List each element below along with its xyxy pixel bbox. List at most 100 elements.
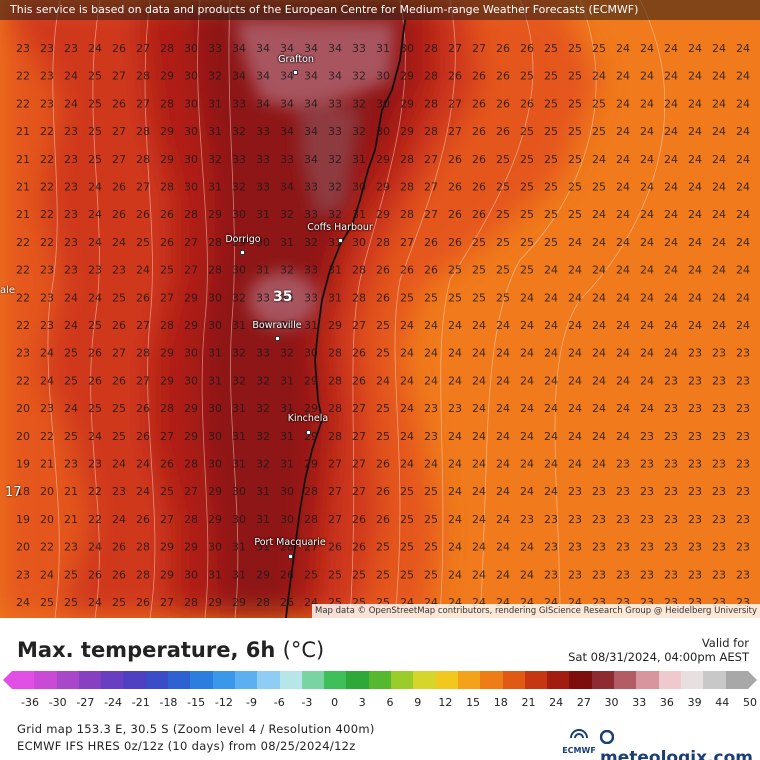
- highlight-value: 35: [273, 289, 293, 305]
- grid-value: 24: [520, 485, 534, 498]
- grid-value: 25: [544, 153, 558, 166]
- grid-value: 31: [256, 541, 270, 554]
- brand-link[interactable]: meteologix.com: [599, 728, 760, 760]
- grid-value: 34: [280, 291, 294, 304]
- color-scale-segment: [658, 671, 681, 689]
- grid-value: 23: [736, 568, 750, 581]
- grid-value: 21: [64, 513, 78, 526]
- grid-value: 24: [544, 347, 558, 360]
- grid-value: 25: [328, 568, 342, 581]
- grid-value: 24: [616, 125, 630, 138]
- grid-value: 31: [352, 153, 366, 166]
- grid-value: 33: [208, 42, 222, 55]
- grid-value: 32: [256, 319, 270, 332]
- grid-value: 29: [232, 596, 246, 609]
- grid-value: 32: [232, 347, 246, 360]
- scale-tick-label: 15: [466, 696, 481, 709]
- grid-value: 23: [736, 513, 750, 526]
- grid-value: 32: [352, 70, 366, 83]
- grid-value: 25: [88, 125, 102, 138]
- grid-value: 25: [424, 485, 438, 498]
- grid-value: 27: [352, 430, 366, 443]
- grid-value: 23: [664, 513, 678, 526]
- grid-value: 20: [40, 485, 54, 498]
- grid-value: 24: [664, 347, 678, 360]
- grid-value: 24: [496, 513, 510, 526]
- grid-value: 24: [448, 513, 462, 526]
- grid-value: 24: [688, 42, 702, 55]
- grid-value: 23: [64, 125, 78, 138]
- grid-value: 34: [256, 42, 270, 55]
- grid-value: 24: [616, 374, 630, 387]
- grid-value: 27: [424, 153, 438, 166]
- scale-tick-label: 18: [493, 696, 508, 709]
- grid-value: 23: [736, 485, 750, 498]
- grid-value: 24: [568, 319, 582, 332]
- color-scale-segment: [190, 671, 213, 689]
- grid-value: 31: [280, 402, 294, 415]
- grid-value: 27: [136, 181, 150, 194]
- grid-value: 24: [424, 347, 438, 360]
- grid-value: 26: [112, 568, 126, 581]
- grid-value: 27: [352, 319, 366, 332]
- grid-value: 25: [520, 181, 534, 194]
- grid-value: 30: [304, 347, 318, 360]
- grid-value: 30: [184, 153, 198, 166]
- grid-value: 23: [640, 541, 654, 554]
- grid-value: 24: [664, 70, 678, 83]
- temperature-map[interactable]: 23 23 23 24 26 27 28 30 33 34 34 34 34 34 33 31 30 28 27 27…: [0, 0, 760, 618]
- color-scale-segment: [368, 671, 392, 689]
- grid-value: 26: [472, 70, 486, 83]
- grid-value: 25: [64, 568, 78, 581]
- grid-value: 29: [400, 70, 414, 83]
- grid-value: 24: [424, 374, 438, 387]
- grid-value: 24: [640, 97, 654, 110]
- grid-value: 25: [496, 236, 510, 249]
- grid-value: 23: [640, 513, 654, 526]
- grid-value: 25: [112, 291, 126, 304]
- grid-value: 32: [352, 125, 366, 138]
- grid-value: 28: [136, 347, 150, 360]
- grid-value: 30: [184, 374, 198, 387]
- grid-value: 30: [184, 97, 198, 110]
- grid-value: 30: [232, 264, 246, 277]
- grid-value: 26: [352, 541, 366, 554]
- grid-value: 24: [640, 402, 654, 415]
- grid-value: 24: [736, 291, 750, 304]
- grid-value: 24: [688, 125, 702, 138]
- grid-value: 29: [304, 402, 318, 415]
- color-scale-segment: [56, 671, 79, 689]
- brand-name: meteologix.com: [600, 748, 753, 760]
- grid-value: 24: [736, 236, 750, 249]
- grid-value: 25: [424, 513, 438, 526]
- map-attribution[interactable]: Map data © OpenStreetMap contributors, r…: [312, 604, 760, 618]
- grid-value: 25: [112, 596, 126, 609]
- grid-value: 24: [520, 541, 534, 554]
- grid-value: 24: [664, 181, 678, 194]
- place-marker-icon: [293, 70, 298, 75]
- scale-tick-label: -3: [301, 696, 313, 709]
- grid-value: 23: [736, 374, 750, 387]
- grid-value: 33: [304, 291, 318, 304]
- grid-value: 24: [736, 42, 750, 55]
- grid-value: 31: [208, 347, 222, 360]
- grid-value: 25: [88, 70, 102, 83]
- scale-tick-label: 9: [414, 696, 422, 709]
- scale-tick-label: 27: [576, 696, 591, 709]
- grid-value: 33: [328, 125, 342, 138]
- grid-value: 23: [712, 430, 726, 443]
- grid-value: 24: [640, 125, 654, 138]
- ecmwf-logo[interactable]: ECMWF: [562, 726, 596, 755]
- grid-value: 30: [208, 458, 222, 471]
- grid-value: 24: [616, 42, 630, 55]
- grid-value: 24: [712, 181, 726, 194]
- grid-value: 24: [688, 97, 702, 110]
- grid-value: 24: [640, 181, 654, 194]
- grid-value: 24: [88, 430, 102, 443]
- grid-value: 23: [688, 347, 702, 360]
- place-label: Grafton: [278, 54, 314, 65]
- scale-min-arrow-icon: [3, 671, 12, 689]
- grid-value: 24: [616, 291, 630, 304]
- grid-value: 24: [448, 430, 462, 443]
- color-scale-segment: [391, 671, 414, 689]
